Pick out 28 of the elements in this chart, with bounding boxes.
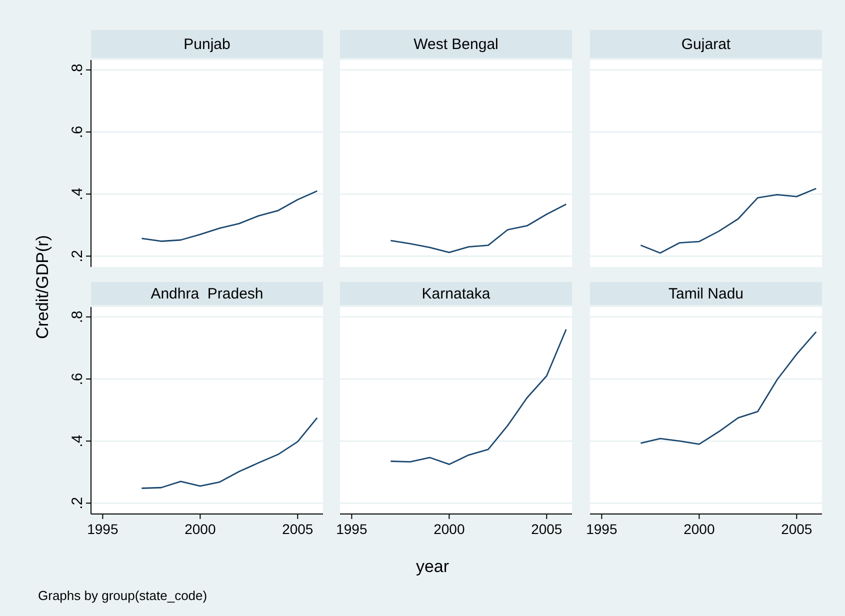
- x-tick-label: 1995: [87, 521, 118, 537]
- chart-title: Karnataka: [422, 286, 491, 302]
- chart-title: Punjab: [184, 36, 230, 53]
- x-tick-label: 2005: [531, 521, 562, 537]
- y-tick-label: .2: [69, 250, 86, 262]
- x-tick-label: 2005: [282, 521, 314, 537]
- y-tick-label: .6: [69, 126, 86, 138]
- x-tick-label: 1995: [336, 521, 368, 537]
- chart-title: Tamil Nadu: [668, 286, 744, 302]
- x-axis-title: year: [416, 557, 450, 576]
- y-tick-label: .8: [69, 64, 86, 76]
- text: Graphs by group(state_code): [38, 588, 208, 603]
- line-series: [140, 190, 318, 242]
- x-tick-label: 2000: [684, 521, 715, 537]
- line-series: [140, 417, 318, 489]
- y-tick-label: .2: [69, 496, 86, 510]
- chart-title: Andhra Pradesh: [150, 286, 264, 302]
- x-tick-label: 2000: [434, 521, 465, 537]
- y-tick-label: .8: [69, 310, 86, 324]
- x-tick-label: 1995: [586, 521, 618, 537]
- y-tick-label: .4: [69, 188, 86, 200]
- x-tick-label: 2005: [781, 521, 812, 537]
- y-tick-label: .4: [69, 434, 86, 448]
- chart-title: West Bengal: [414, 36, 498, 53]
- y-axis-title: Credit/GDP(r): [33, 235, 52, 339]
- x-tick-label: 2000: [184, 521, 216, 537]
- y-tick-label: .6: [69, 372, 86, 386]
- chart-title: Gujarat: [681, 36, 732, 53]
